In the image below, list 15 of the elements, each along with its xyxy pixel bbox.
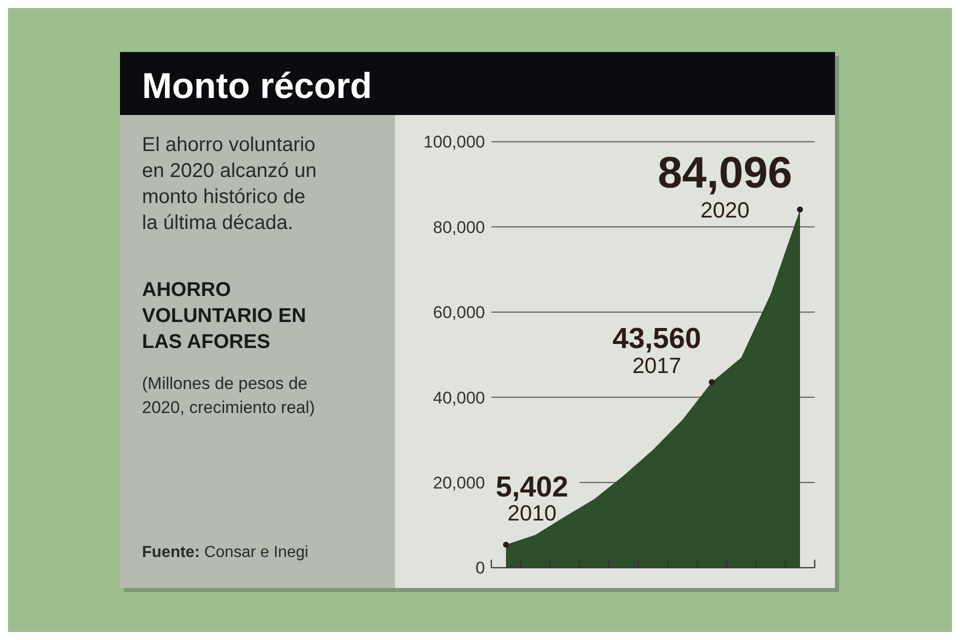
annotation: 2017 — [632, 353, 682, 378]
y-tick-label: 40,000 — [433, 388, 485, 408]
text: El ahorro voluntario en 2020 alcanzó un monto histórico de la última década. — [142, 134, 317, 234]
data-label: 84,096 — [658, 148, 792, 198]
chart-title: Monto récord — [142, 65, 372, 106]
text: (Millones de pesos de 2020, crecimiento real) — [142, 374, 315, 417]
data-label: 43,560 — [612, 323, 702, 356]
y-tick-label: 80,000 — [433, 218, 485, 237]
annotation: 2020 — [700, 197, 750, 222]
y-tick-label: 20,000 — [433, 473, 485, 492]
text: AHORRO VOLUNTARIO EN LAS AFORES — [142, 279, 306, 353]
source-note: Fuente: Consar e Inegi — [142, 544, 308, 561]
y-tick-label: 0 — [476, 558, 485, 578]
y-tick-label: 60,000 — [433, 303, 485, 322]
y-tick-label: 100,000 — [424, 132, 485, 152]
